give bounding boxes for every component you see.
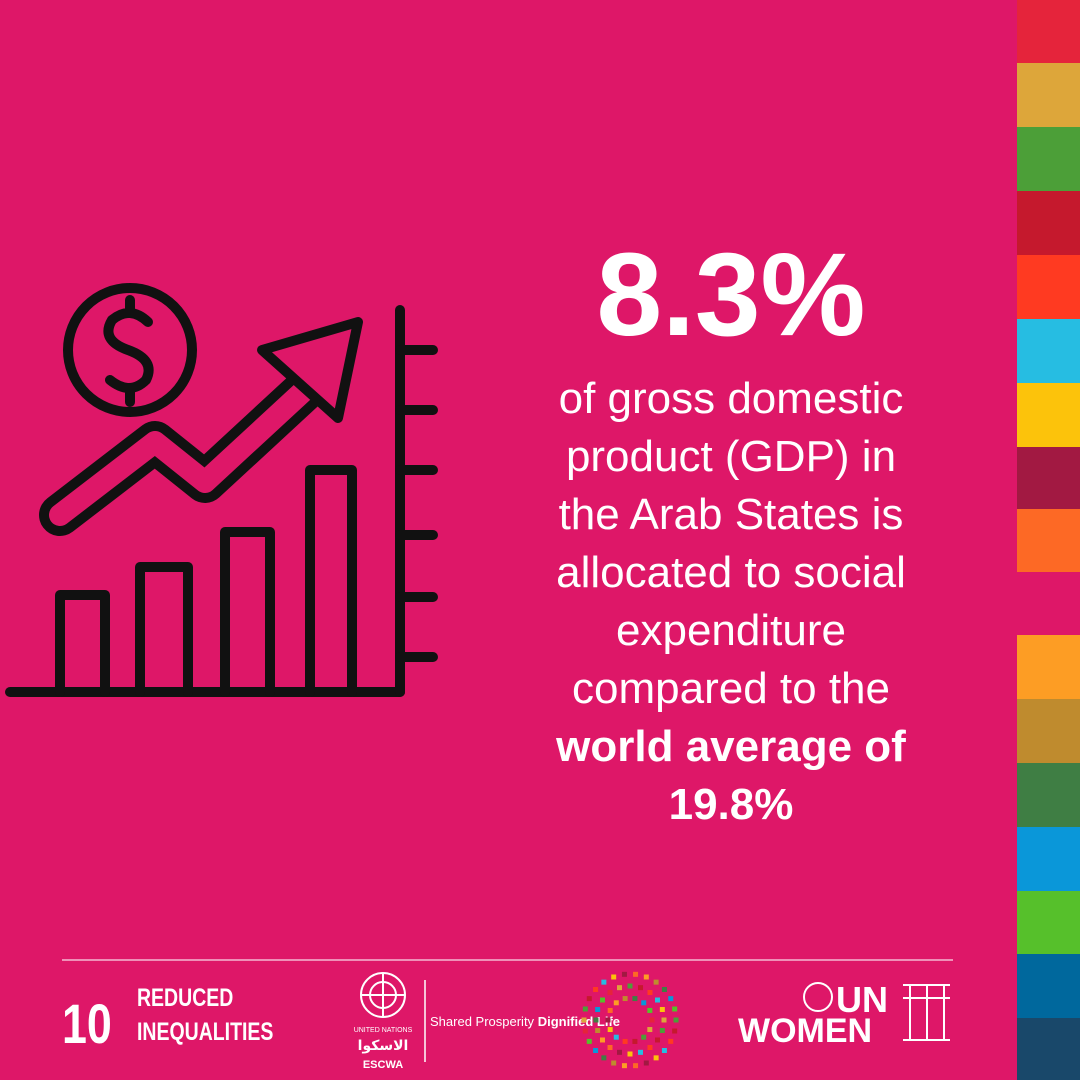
dot xyxy=(668,1038,674,1044)
body-line: of gross domestic xyxy=(559,374,904,423)
dot xyxy=(643,1060,649,1066)
dot xyxy=(595,1028,601,1034)
goal-number: 10 xyxy=(62,992,112,1055)
slogan-bold: Dignified Life xyxy=(538,1014,620,1029)
body-line: expenditure xyxy=(616,606,846,655)
dot xyxy=(607,989,613,995)
dot xyxy=(607,1045,613,1051)
dot xyxy=(599,997,605,1003)
dot xyxy=(647,989,653,995)
dot xyxy=(643,974,649,980)
un-women-un: UN xyxy=(836,979,888,1020)
dot xyxy=(616,1049,622,1055)
dot xyxy=(661,986,667,992)
dot xyxy=(647,1027,653,1033)
dot xyxy=(661,1017,667,1023)
dot xyxy=(593,1017,599,1023)
dot xyxy=(593,986,599,992)
dot xyxy=(653,1055,659,1061)
dot xyxy=(672,1006,678,1012)
dot xyxy=(632,1038,638,1044)
goal-title: REDUCED xyxy=(137,984,233,1012)
dot xyxy=(653,979,659,985)
goal-title: INEQUALITIES xyxy=(137,1018,273,1046)
dot xyxy=(647,1007,653,1013)
dot xyxy=(661,1048,667,1054)
escwa-name: ESCWA xyxy=(363,1059,403,1071)
dot xyxy=(601,979,607,985)
dot xyxy=(627,983,633,989)
growth-icon xyxy=(5,283,438,697)
dot xyxy=(655,997,661,1003)
slogan: Shared Prosperity Dignified Life xyxy=(430,1014,620,1029)
escwa-arabic: الاسكوا xyxy=(358,1037,409,1054)
dot xyxy=(599,1037,605,1043)
dot xyxy=(668,996,674,1002)
dot xyxy=(641,1034,647,1040)
un-emblem xyxy=(360,972,406,1018)
dot xyxy=(611,1060,617,1066)
dot xyxy=(582,1028,588,1034)
body-text: of gross domestic product (GDP) in the Ara… xyxy=(555,374,906,829)
body-line: allocated to social xyxy=(556,548,906,597)
body-emphasis: world average of xyxy=(555,722,906,771)
dot xyxy=(659,1006,665,1012)
body-emphasis: 19.8% xyxy=(669,780,794,829)
dot xyxy=(607,1007,613,1013)
dot xyxy=(582,1006,588,1012)
slogan-regular: Shared Prosperity xyxy=(430,1014,535,1029)
dot xyxy=(616,985,622,991)
dot xyxy=(672,1028,678,1034)
dot xyxy=(607,1027,613,1033)
dot xyxy=(611,974,617,980)
dot xyxy=(586,1038,592,1044)
body-line: product (GDP) in xyxy=(566,432,896,481)
dot xyxy=(586,996,592,1002)
dot xyxy=(673,1017,679,1023)
dot xyxy=(601,1055,607,1061)
dot xyxy=(638,1049,644,1055)
dot xyxy=(632,996,638,1002)
sdg-stripe xyxy=(1017,0,1080,1080)
dot xyxy=(621,971,627,977)
dot xyxy=(649,1017,655,1023)
dot xyxy=(622,1038,628,1044)
un-women-emblem xyxy=(803,982,950,1041)
dot xyxy=(638,985,644,991)
body-line: compared to the xyxy=(572,664,890,713)
dot xyxy=(633,971,639,977)
dot xyxy=(581,1017,587,1023)
un-women-women: WOMEN xyxy=(738,1012,872,1050)
dot xyxy=(622,996,628,1002)
dot xyxy=(641,1000,647,1006)
dot xyxy=(621,1063,627,1069)
dot xyxy=(655,1037,661,1043)
headline: 8.3% xyxy=(597,229,866,361)
dot xyxy=(605,1017,611,1023)
dot xyxy=(613,1000,619,1006)
dot xyxy=(593,1048,599,1054)
dot xyxy=(613,1034,619,1040)
dot xyxy=(627,1051,633,1057)
dot xyxy=(647,1045,653,1051)
dot xyxy=(659,1028,665,1034)
dot xyxy=(633,1063,639,1069)
slogan-dots xyxy=(581,971,679,1069)
escwa-un: UNITED NATIONS xyxy=(354,1027,413,1034)
dot xyxy=(595,1006,601,1012)
body-line: the Arab States is xyxy=(559,490,904,539)
